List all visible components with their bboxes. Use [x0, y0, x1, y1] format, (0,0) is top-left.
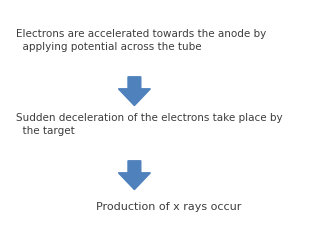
Text: Production of x rays occur: Production of x rays occur: [96, 202, 241, 212]
FancyArrow shape: [118, 77, 150, 106]
Text: Electrons are accelerated towards the anode by
  applying potential across the t: Electrons are accelerated towards the an…: [16, 29, 266, 52]
Text: Sudden deceleration of the electrons take place by
  the target: Sudden deceleration of the electrons tak…: [16, 113, 283, 136]
FancyArrow shape: [118, 161, 150, 190]
